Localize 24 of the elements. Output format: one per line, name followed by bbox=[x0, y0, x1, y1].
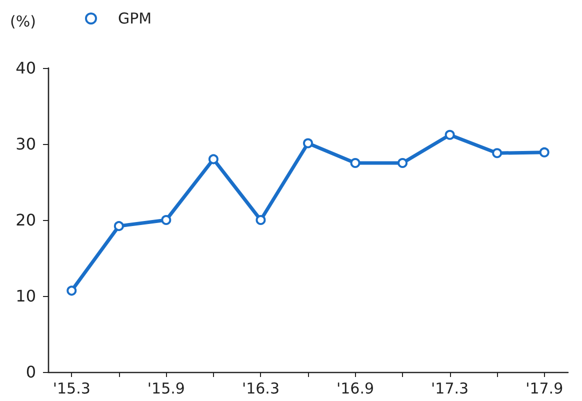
x-tick-label: '15.9 bbox=[147, 380, 185, 398]
point bbox=[114, 221, 124, 232]
y-axis-title: (%) bbox=[10, 12, 36, 30]
y-tick-label: 30 bbox=[16, 134, 36, 154]
point bbox=[208, 154, 218, 164]
legend-label: GPM bbox=[118, 10, 152, 28]
x-tick-label: '17.3 bbox=[431, 380, 469, 398]
y-tick-label: 0 bbox=[26, 362, 36, 382]
point bbox=[303, 138, 313, 148]
point bbox=[492, 148, 502, 158]
x-tick-label: '16.3 bbox=[242, 380, 280, 398]
point bbox=[539, 147, 550, 158]
point bbox=[398, 158, 408, 168]
y-tick-label: 10 bbox=[16, 286, 36, 306]
point bbox=[350, 158, 360, 168]
x-tick-label: '17.9 bbox=[526, 380, 564, 398]
point bbox=[444, 130, 455, 140]
y-tick-label: 40 bbox=[16, 58, 36, 78]
point bbox=[161, 215, 172, 225]
point bbox=[66, 286, 77, 296]
x-tick-label: '16.9 bbox=[336, 380, 374, 398]
point bbox=[256, 215, 266, 225]
y-tick-label: 20 bbox=[16, 210, 36, 230]
x-tick-label: '15.3 bbox=[52, 380, 90, 398]
